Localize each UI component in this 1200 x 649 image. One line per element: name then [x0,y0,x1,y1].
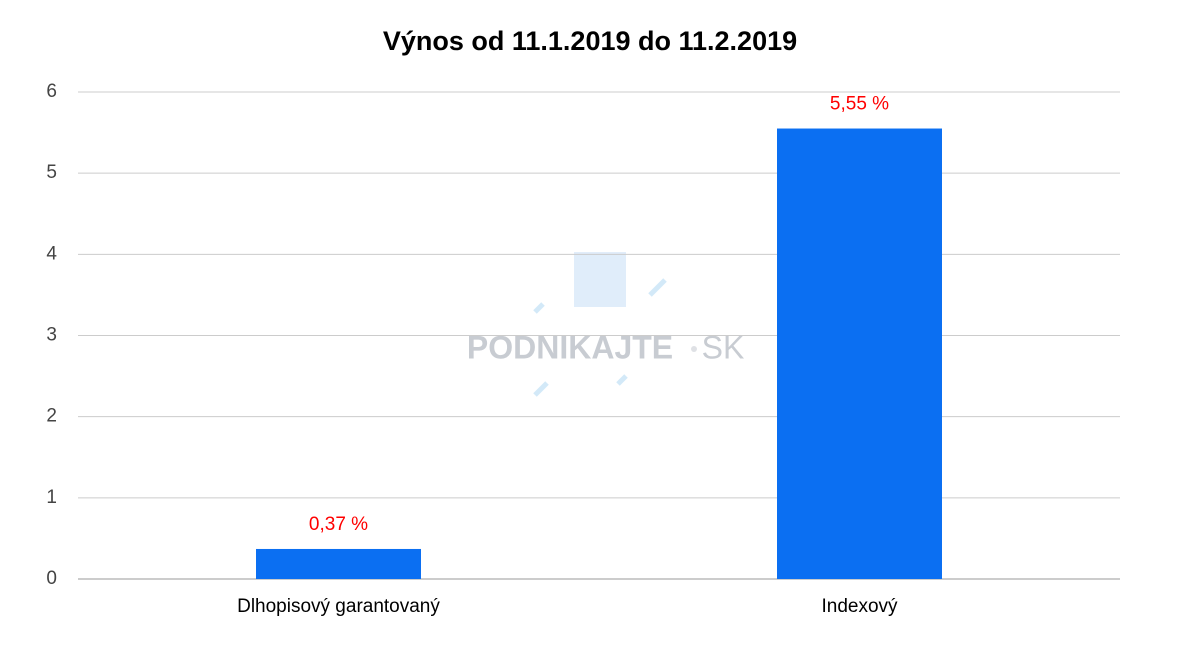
value-label: 5,55 % [830,94,889,115]
chart-title: Výnos od 11.1.2019 do 11.2.2019 [383,26,797,56]
y-tick-label: 2 [46,406,57,427]
x-tick-label: Indexový [821,596,898,617]
watermark-dot [691,346,697,352]
y-tick-label: 4 [46,243,57,264]
bar [256,548,421,579]
y-tick-label: 5 [46,162,57,183]
watermark-text: PODNIKAJTE [467,329,673,365]
y-tick-label: 0 [46,568,57,589]
y-tick-label: 6 [46,81,57,102]
watermark-text: SK [702,329,745,365]
y-tick-label: 1 [46,487,57,508]
bar [777,128,942,579]
watermark-logo [533,252,697,397]
y-tick-label: 3 [46,325,57,346]
x-tick-label: Dlhopisový garantovaný [237,596,440,617]
value-label: 0,37 % [309,514,368,535]
watermark-shape [533,278,667,397]
watermark-shape [574,252,626,307]
